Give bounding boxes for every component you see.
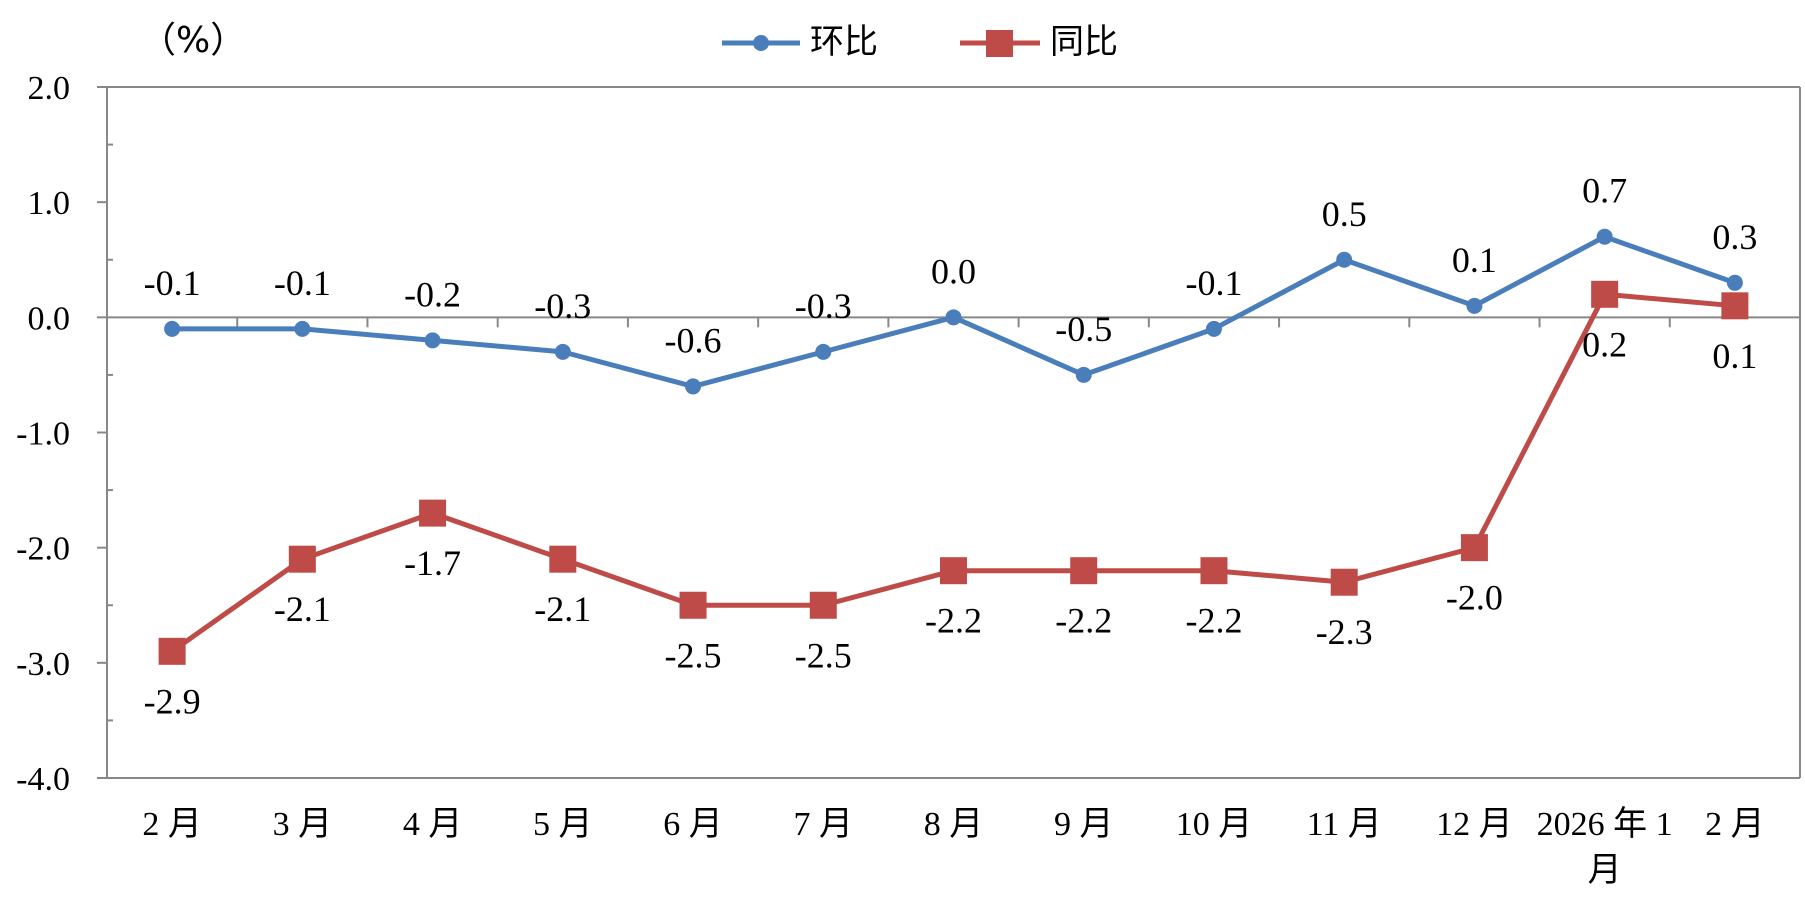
y-tick-label: 0.0: [28, 300, 71, 337]
data-label-yoy: -2.3: [1316, 612, 1373, 652]
data-label-mom: -0.5: [1055, 309, 1112, 349]
data-point-mom: [1205, 320, 1222, 337]
data-label-mom: -0.1: [1185, 263, 1242, 303]
data-point-yoy: [1070, 557, 1098, 585]
y-tick-label: -4.0: [16, 761, 70, 798]
data-labels-layer: -0.1 -0.1 -0.2 -0.3 -0.6 -0.3 0.0 -0.5 -0.1 0.5 0.…: [144, 171, 1758, 722]
axes: 2.0 1.0 0.0 -1.0 -2.0 -3.0 -4.0 2 月 3 月 4 月 5 月 6 月…: [16, 70, 1801, 889]
x-tick-label: 6 月: [663, 806, 723, 843]
data-point-yoy: [158, 637, 186, 665]
data-label-yoy: -2.0: [1446, 578, 1503, 618]
legend: 环比 同比: [722, 22, 1118, 62]
data-label-mom: -0.1: [274, 263, 331, 303]
data-point-yoy: [1200, 557, 1228, 585]
data-label-yoy: -1.7: [404, 543, 461, 583]
x-tick-label: 5 月: [533, 806, 593, 843]
data-label-yoy: -2.5: [665, 635, 722, 675]
y-tick-label: 1.0: [28, 185, 71, 222]
legend-marker-mom: [753, 35, 769, 51]
data-label-mom: -0.2: [404, 274, 461, 314]
y-unit-label: （%）: [140, 20, 246, 61]
data-label-yoy: -2.1: [534, 589, 591, 629]
y-tick-label: -2.0: [16, 531, 70, 568]
legend-label-yoy: 同比: [1050, 22, 1118, 62]
data-point-yoy: [549, 545, 577, 573]
data-label-mom: -0.3: [795, 286, 852, 326]
data-point-mom: [685, 378, 702, 395]
x-tick-label: 10 月: [1176, 806, 1253, 843]
data-label-mom: 0.1: [1452, 240, 1497, 280]
legend-label-mom: 环比: [810, 22, 878, 62]
data-label-yoy: -2.2: [925, 601, 982, 641]
data-point-mom: [815, 343, 832, 360]
data-point-mom: [945, 309, 962, 326]
data-label-mom: -0.6: [665, 320, 722, 360]
data-point-mom: [1596, 228, 1613, 245]
series-layer: [158, 228, 1749, 665]
data-point-yoy: [1591, 280, 1619, 308]
data-point-yoy: [1460, 534, 1488, 562]
data-point-yoy: [419, 499, 447, 527]
y-tick-label: -3.0: [16, 646, 70, 683]
y-tick-label: 2.0: [28, 70, 71, 107]
data-label-mom: 0.0: [931, 251, 976, 291]
data-label-mom: 0.3: [1712, 217, 1757, 257]
data-point-mom: [424, 332, 441, 349]
data-point-yoy: [1721, 292, 1749, 320]
y-tick-label: -1.0: [16, 416, 70, 453]
data-point-yoy: [1330, 568, 1358, 596]
data-point-mom: [1466, 297, 1483, 314]
data-label-yoy: -2.1: [274, 589, 331, 629]
data-point-mom: [1075, 366, 1092, 383]
x-tick-label: 2 月: [142, 806, 202, 843]
data-label-mom: -0.3: [534, 286, 591, 326]
data-point-mom: [554, 343, 571, 360]
x-tick-label: 9 月: [1054, 806, 1114, 843]
data-point-yoy: [679, 591, 707, 619]
data-label-yoy: -2.2: [1055, 601, 1112, 641]
x-tick-label: 4 月: [403, 806, 463, 843]
data-label-yoy: -2.5: [795, 635, 852, 675]
legend-marker-yoy: [986, 30, 1013, 57]
data-label-mom: 0.7: [1582, 171, 1627, 211]
data-point-mom: [1336, 251, 1353, 268]
x-tick-label: 7 月: [794, 806, 854, 843]
data-point-yoy: [288, 545, 316, 573]
data-point-yoy: [940, 557, 967, 585]
data-label-yoy: 0.1: [1712, 336, 1757, 376]
data-point-mom: [164, 320, 181, 337]
data-point-yoy: [809, 591, 837, 619]
x-tick-label: 3 月: [273, 806, 333, 843]
data-point-mom: [1726, 274, 1743, 291]
data-label-yoy: 0.2: [1582, 324, 1627, 364]
data-label-yoy: -2.2: [1185, 601, 1242, 641]
data-label-mom: 0.5: [1322, 194, 1367, 234]
data-point-mom: [294, 320, 311, 337]
x-tick-label: 11 月: [1307, 806, 1382, 843]
x-tick-label: 12 月: [1436, 806, 1513, 843]
data-label-mom: -0.1: [144, 263, 201, 303]
x-tick-label: 2 月: [1705, 806, 1765, 843]
x-tick-label: 8 月: [924, 806, 984, 843]
data-label-yoy: -2.9: [144, 681, 201, 721]
